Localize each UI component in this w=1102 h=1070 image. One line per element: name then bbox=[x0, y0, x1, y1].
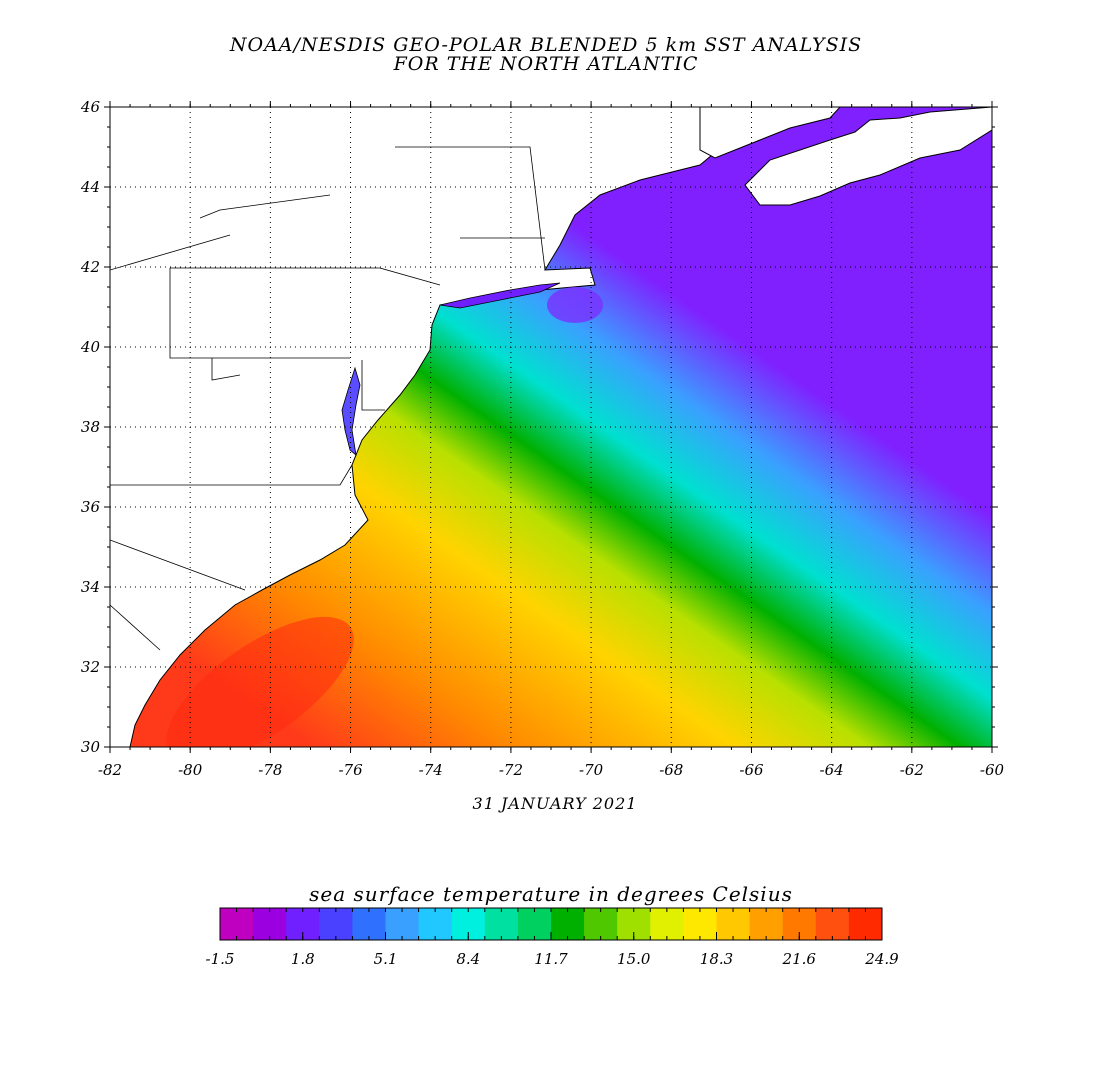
lon-tick-label: -68 bbox=[659, 761, 683, 779]
colorbar-swatch bbox=[385, 908, 420, 940]
colorbar-tick-label: 11.7 bbox=[534, 950, 568, 968]
chesapeake-bay bbox=[341, 366, 361, 456]
colorbar-tick-label: 1.8 bbox=[291, 950, 315, 968]
colorbar-swatch bbox=[319, 908, 353, 940]
lat-tick-label: 32 bbox=[81, 658, 100, 676]
lon-tick-label: -66 bbox=[739, 761, 764, 779]
lon-tick-label: -64 bbox=[820, 761, 844, 779]
colorbar-tick-label: -1.5 bbox=[206, 950, 235, 968]
cape-cod-cold-patch bbox=[547, 287, 603, 323]
colorbar-swatch bbox=[749, 908, 784, 940]
colorbar-tick-label: 15.0 bbox=[617, 950, 651, 968]
lon-tick-label: -82 bbox=[98, 761, 122, 779]
map-title-line-2: FOR THE NORTH ATLANTIC bbox=[393, 53, 699, 75]
lat-tick-label: 44 bbox=[80, 178, 100, 196]
colorbar-swatch bbox=[418, 908, 453, 940]
colorbar-swatch bbox=[517, 908, 552, 940]
colorbar-tick-labels: -1.5 1.8 5.1 8.4 11.7 15.0 18.3 21.6 24.9 bbox=[206, 950, 900, 968]
lon-tick-label: -70 bbox=[579, 761, 604, 779]
colorbar-swatch bbox=[848, 908, 883, 940]
lon-tick-label: -62 bbox=[900, 761, 924, 779]
state-borders bbox=[110, 146, 546, 651]
lat-tick-label: 38 bbox=[81, 418, 100, 436]
colorbar-swatch bbox=[584, 908, 618, 940]
long-island-sound bbox=[439, 282, 561, 309]
longitude-axis-labels: -82 -80 -78 -76 -74 -72 -70 -68 -66 -64 -62 -60 bbox=[98, 761, 1005, 779]
lon-tick-label: -72 bbox=[499, 761, 523, 779]
land-north-edge bbox=[699, 107, 841, 159]
map-plot-area bbox=[110, 107, 992, 747]
colorbar-tick-label: 21.6 bbox=[782, 950, 817, 968]
colorbar-swatch bbox=[253, 908, 287, 940]
land-nova-scotia bbox=[744, 107, 992, 206]
sst-warm-core bbox=[166, 616, 354, 747]
colorbar-swatch bbox=[815, 908, 850, 940]
lon-tick-label: -78 bbox=[258, 761, 282, 779]
land-mass bbox=[110, 107, 761, 747]
lon-tick-label: -80 bbox=[178, 761, 203, 779]
graticule bbox=[110, 107, 992, 747]
colorbar-swatch bbox=[220, 908, 254, 940]
colorbar-tick-label: 5.1 bbox=[374, 950, 398, 968]
colorbar-title: sea surface temperature in degrees Celsi… bbox=[309, 882, 793, 906]
lat-tick-label: 36 bbox=[81, 498, 101, 516]
colorbar-tick-label: 8.4 bbox=[456, 950, 480, 968]
map-title-line-1: NOAA/NESDIS GEO-POLAR BLENDED 5 km SST A… bbox=[229, 34, 863, 56]
lat-tick-label: 46 bbox=[80, 98, 101, 116]
analysis-date: 31 JANUARY 2021 bbox=[472, 794, 638, 813]
colorbar-swatch bbox=[551, 908, 585, 940]
colorbar-swatch bbox=[683, 908, 717, 940]
latitude-axis-labels: 30 32 34 36 38 40 42 44 46 bbox=[80, 98, 101, 756]
lat-tick-label: 40 bbox=[80, 338, 101, 356]
lon-tick-label: -60 bbox=[980, 761, 1005, 779]
lat-tick-label: 30 bbox=[81, 738, 101, 756]
colorbar-swatch bbox=[484, 908, 519, 940]
axis-ticks bbox=[104, 101, 998, 753]
colorbar bbox=[219, 907, 883, 941]
lon-tick-label: -76 bbox=[338, 761, 363, 779]
lat-tick-label: 34 bbox=[81, 578, 100, 596]
colorbar-swatch bbox=[650, 908, 684, 940]
colorbar-tick-label: 24.9 bbox=[864, 950, 899, 968]
colorbar-swatch bbox=[716, 908, 751, 940]
colorbar-swatch bbox=[352, 908, 386, 940]
colorbar-tick-label: 18.3 bbox=[700, 950, 733, 968]
lat-tick-label: 42 bbox=[80, 258, 100, 276]
lon-tick-label: -74 bbox=[419, 761, 443, 779]
